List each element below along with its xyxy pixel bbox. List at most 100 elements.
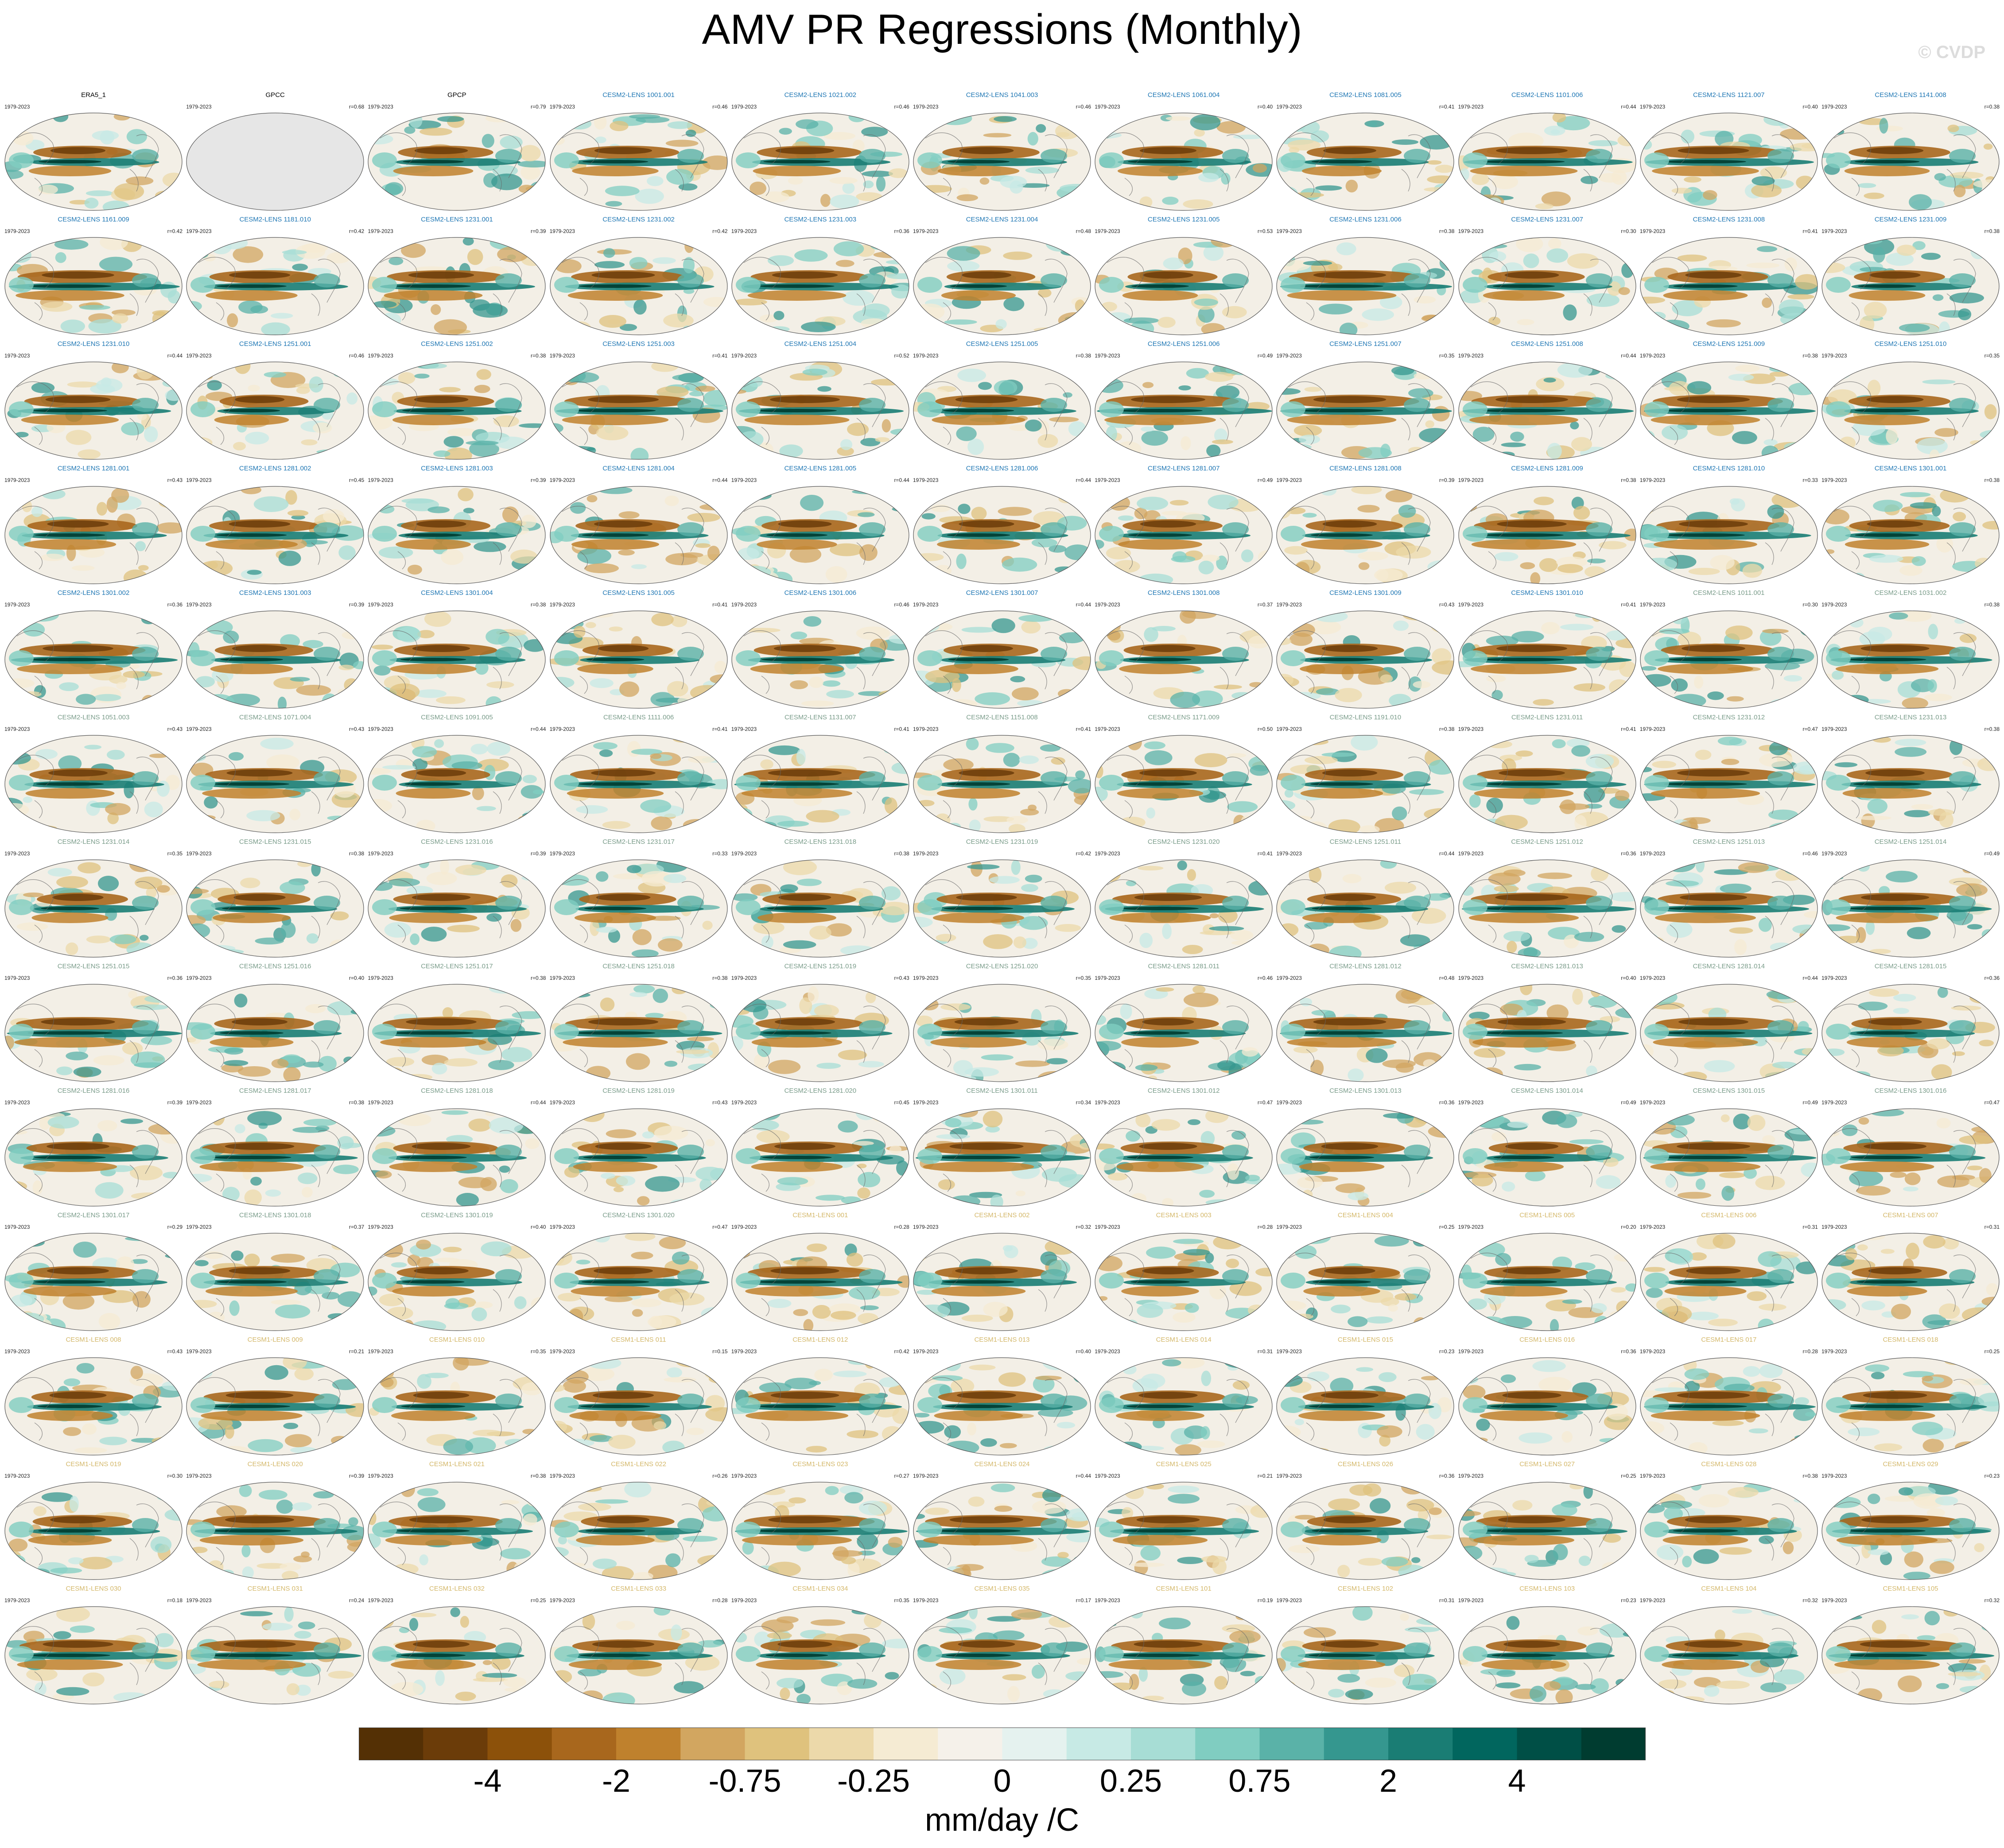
panel-title: CESM2-LENS 1231.008 [1693,216,1765,223]
map-coastlines [1652,1128,1794,1192]
panel-period: 1979-2023 [1095,1224,1120,1230]
panel-title: CESM2-LENS 1301.017 [57,1211,130,1219]
panel-map [731,486,909,584]
map-field [1095,1109,1273,1206]
panel-correlation: r=0.32 [1076,1224,1091,1230]
panel-correlation: r=0.38 [1984,602,2000,608]
panel-title: CESM2-LENS 1231.002 [602,216,675,223]
panel-title: CESM1-LENS 029 [1883,1460,1938,1468]
panel-title: CESM2-LENS 1251.007 [1329,340,1402,348]
panel-title: CESM2-LENS 1231.016 [421,838,493,846]
panel-period: 1979-2023 [186,104,212,110]
map-coastlines [1470,1377,1613,1441]
map-coastlines [562,132,704,196]
panel-map [1640,610,1818,709]
map-panel: CESM2-LENS 1231.007 1979-2023 r=0.30 [1456,213,1638,338]
map-field [913,362,1091,459]
panel-title: CESM2-LENS 1171.009 [1148,714,1219,721]
panel-title: CESM2-LENS 1281.010 [1693,465,1765,472]
map-field [1277,113,1454,210]
map-panel: CESM1-LENS 015 1979-2023 r=0.23 [1274,1333,1456,1458]
panel-map [1821,1108,2000,1207]
panel-map [1821,610,2000,709]
map-outline [1821,610,2000,709]
panel-correlation: r=0.21 [349,1348,365,1355]
map-outline [1640,735,1818,833]
panel-correlation: r=0.41 [1621,726,1636,732]
map-coastlines [562,506,704,570]
panel-period: 1979-2023 [1276,477,1302,483]
panel-map [186,1482,364,1580]
map-coastlines [1652,755,1794,819]
watermark: © CVDP [1918,43,1985,62]
panel-correlation: r=0.24 [349,1597,365,1603]
map-coastlines [1470,1128,1613,1192]
map-outline [1821,984,2000,1082]
map-field [1277,860,1454,957]
map-coastlines [1470,630,1613,694]
panel-period: 1979-2023 [1276,228,1302,234]
map-outline [1458,113,1636,211]
panel-period: 1979-2023 [1458,477,1484,483]
map-coastlines [380,879,523,943]
map-panel: CESM2-LENS 1051.003 1979-2023 r=0.43 [3,711,184,835]
panel-correlation: r=0.47 [1802,726,1818,732]
map-coastlines [925,1128,1068,1192]
panel-correlation: r=0.36 [1621,850,1636,857]
map-coastlines [925,755,1068,819]
map-outline [913,361,1091,460]
map-outline [1821,1108,2000,1207]
panel-title: CESM2-LENS 1251.008 [1511,340,1583,348]
map-coastlines [1833,1004,1976,1068]
map-panel: CESM2-LENS 1281.011 1979-2023 r=0.46 [1093,960,1274,1084]
panel-map [186,1233,364,1331]
panel-title: CESM2-LENS 1281.014 [1693,963,1765,970]
map-panel: CESM1-LENS 016 1979-2023 r=0.36 [1456,1333,1638,1458]
panel-correlation: r=0.49 [1621,1099,1636,1106]
panel-correlation: r=0.36 [1439,1473,1455,1479]
map-coastlines [1833,381,1976,445]
panel-correlation: r=0.45 [349,477,365,483]
map-field [1822,362,1999,459]
map-coastlines [198,257,341,321]
panel-map [1640,113,1818,211]
map-coastlines [562,257,704,321]
panel-correlation: r=0.40 [1257,104,1273,110]
panel-map [1458,1482,1636,1580]
panel-map [1821,486,2000,584]
panel-correlation: r=0.23 [1621,1597,1636,1603]
panel-correlation: r=0.41 [712,353,728,359]
map-field [550,362,727,459]
map-outline [1095,610,1273,709]
panel-period: 1979-2023 [731,975,757,981]
map-field [550,1607,727,1704]
map-coastlines [1289,132,1431,196]
map-field [1640,1358,1818,1455]
map-field [1458,984,1636,1082]
map-field [186,860,364,957]
panel-period: 1979-2023 [1095,1597,1120,1603]
map-panel: CESM1-LENS 010 1979-2023 r=0.35 [366,1333,548,1458]
panel-correlation: r=0.42 [167,228,183,234]
panel-correlation: r=0.39 [531,477,546,483]
panel-period: 1979-2023 [368,353,393,359]
map-coastlines [743,755,886,819]
map-outline [549,735,728,833]
map-field [731,1607,909,1704]
map-panel: CESM2-LENS 1011.001 1979-2023 r=0.30 [1638,586,1820,711]
map-outline [4,984,183,1082]
map-field [1277,237,1454,335]
map-field [550,611,727,708]
panel-title: CESM2-LENS 1081.005 [1329,91,1402,99]
map-outline [4,1108,183,1207]
panel-title: CESM2-LENS 1301.012 [1147,1087,1220,1095]
map-coastlines [1289,1004,1431,1068]
map-field [1458,735,1636,833]
map-outline [913,1482,1091,1580]
panel-correlation: r=0.40 [1802,104,1818,110]
map-outline [1095,361,1273,460]
panel-map [549,984,728,1082]
panel-period: 1979-2023 [368,1597,393,1603]
panel-title: CESM2-LENS 1281.009 [1511,465,1583,472]
map-field [5,362,182,459]
